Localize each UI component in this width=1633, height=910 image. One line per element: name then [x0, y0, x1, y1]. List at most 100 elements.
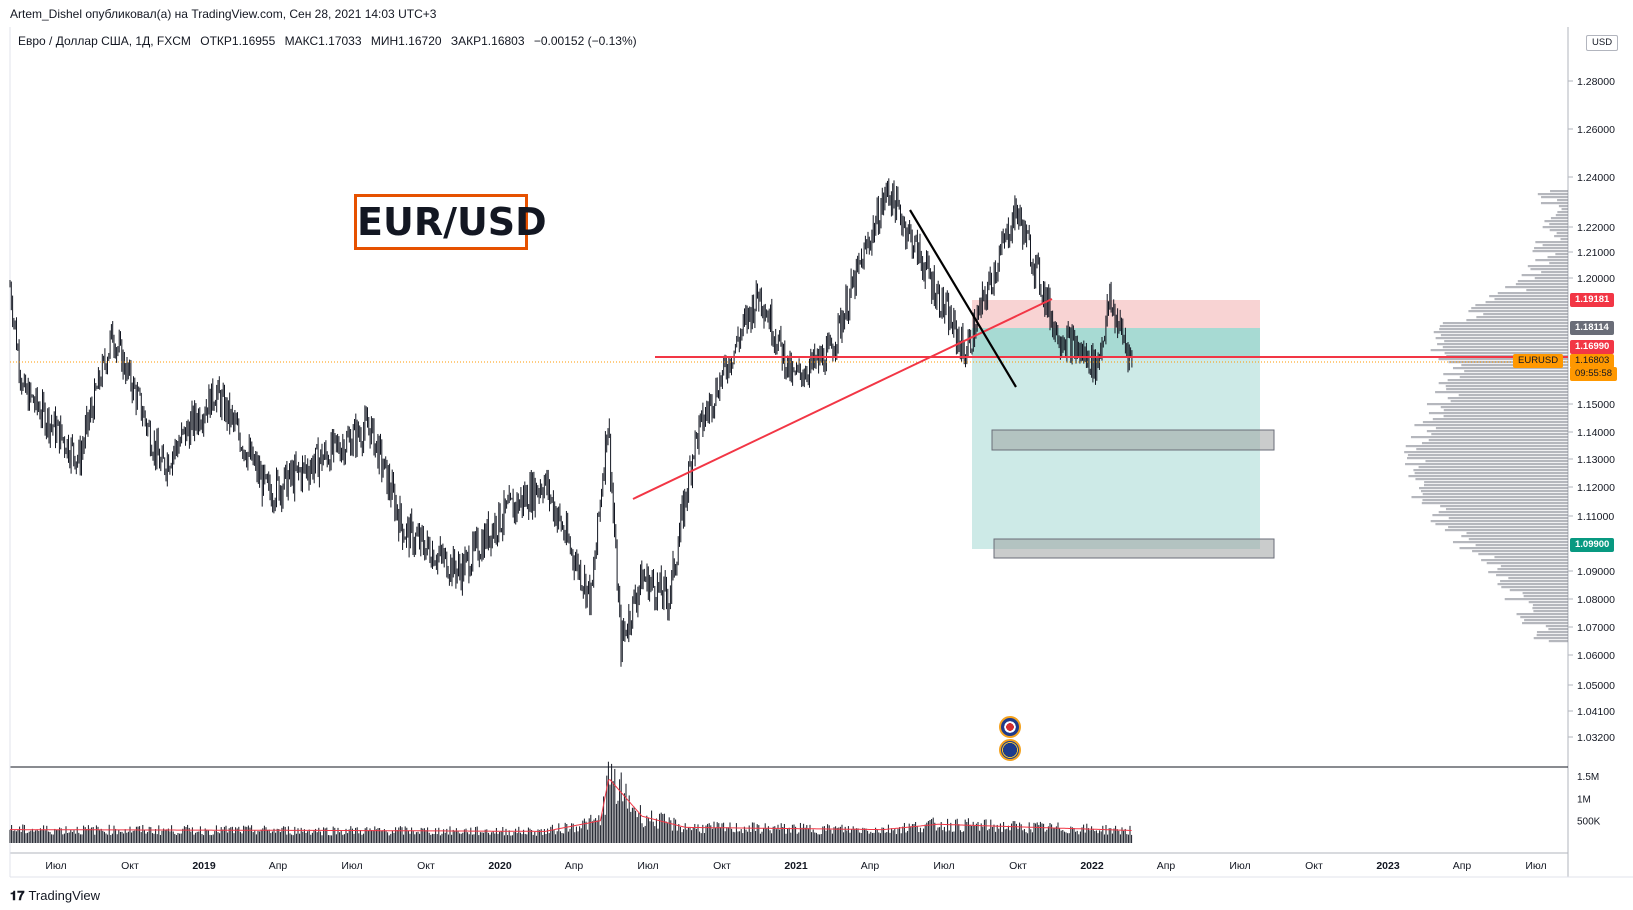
volume-profile-row — [1527, 265, 1568, 268]
volume-profile-row — [1549, 223, 1568, 226]
volume-profile-row — [1548, 640, 1568, 643]
price-axis[interactable]: 1.28000 1.26000 1.24000 1.22000 1.21000 1.200… — [1568, 76, 1615, 744]
volume-profile-row — [1468, 310, 1568, 313]
volume-profile-row — [1458, 394, 1568, 397]
volume-profile-row — [1534, 277, 1568, 280]
volume-profile-row — [1445, 385, 1568, 388]
resistance-trendline[interactable] — [909, 209, 1017, 388]
price-tick-label-15: 1.05000 — [1577, 680, 1615, 692]
entry-zone[interactable] — [972, 328, 1260, 356]
time-tick-label-0: Июл — [45, 860, 66, 872]
publisher-bar: Artem_Dishel опубликовал(а) на TradingVi… — [0, 0, 1633, 26]
tradingview-logo[interactable]: 𝟏𝟕 TradingView — [10, 888, 100, 904]
volume-tick-label-2: 500K — [1577, 817, 1601, 828]
chart-title-annotation[interactable]: EUR/USD — [354, 194, 547, 250]
price-tick-label-17: 1.03200 — [1577, 732, 1615, 744]
last-price-tag: 1.16803 — [1570, 354, 1615, 368]
time-tick-label-17: Окт — [1305, 860, 1323, 872]
time-tick-label-7: Апр — [565, 860, 584, 872]
volume-profile-row — [1494, 298, 1568, 301]
eu-flag-icon[interactable] — [999, 739, 1021, 761]
volume-profile-row — [1523, 595, 1568, 598]
volume-profile-row — [1448, 526, 1568, 529]
symbol-legend[interactable]: Евро / Доллар США, 1Д, FXCM ОТКР1.16955 … — [18, 34, 643, 48]
volume-profile-row — [1549, 229, 1568, 232]
volume-profile-row — [1426, 403, 1568, 406]
volume-profile-row — [1547, 256, 1568, 259]
candles — [9, 178, 1133, 667]
time-tick-label-2: 2019 — [192, 860, 216, 872]
time-axis[interactable]: Июл Окт 2019 Апр Июл Окт 2020 Апр Июл Окт 2021 Апр И… — [45, 860, 1546, 872]
volume-profile-row — [1410, 436, 1568, 439]
volume-profile-row — [1533, 637, 1568, 640]
volume-profile-row — [1421, 442, 1568, 445]
volume-tick-label-1: 1M — [1577, 794, 1591, 805]
take-profit-box-1[interactable] — [991, 429, 1275, 451]
price-tick-label-16: 1.04100 — [1577, 706, 1615, 718]
volume-profile-row — [1481, 559, 1568, 562]
volume-profile-row — [1426, 430, 1568, 433]
volume-profile-row — [1489, 295, 1568, 298]
volume-profile-row — [1448, 517, 1568, 520]
volume-profile-row — [1443, 409, 1568, 412]
volume-profile-row — [1416, 448, 1568, 451]
price-tick-label-5: 1.20000 — [1577, 273, 1615, 285]
volume-profile-row — [1497, 568, 1568, 571]
volume-profile-row — [1448, 361, 1568, 364]
volume-profile-row — [1405, 463, 1568, 466]
level-price-tag: 1.16990 — [1570, 340, 1615, 354]
price-tick-label-2: 1.24000 — [1577, 172, 1615, 184]
volume-profile-row — [1488, 571, 1568, 574]
volume-profile-row — [1542, 244, 1568, 247]
time-tick-label-11: Апр — [861, 860, 880, 872]
volume-profile-row — [1545, 625, 1568, 628]
volume-profile-row — [1475, 304, 1568, 307]
entry-price-tag: 1.18114 — [1570, 321, 1614, 335]
time-tick-label-14: 2022 — [1080, 860, 1104, 872]
volume-profile-row — [1432, 514, 1568, 517]
price-tick-label-9: 1.12000 — [1577, 482, 1615, 494]
time-tick-label-13: Окт — [1009, 860, 1027, 872]
volume-profile-row — [1423, 484, 1568, 487]
price-tick-label-12: 1.08000 — [1577, 594, 1615, 606]
volume-profile-row — [1561, 208, 1568, 211]
time-tick-label-16: Июл — [1229, 860, 1250, 872]
volume-profile-row — [1447, 397, 1568, 400]
volume-bars — [9, 761, 1133, 843]
volume-profile-row — [1405, 445, 1568, 448]
volume-profile-row — [1544, 220, 1568, 223]
volume-profile-row — [1532, 250, 1568, 253]
take-profit-box-2[interactable] — [993, 538, 1275, 559]
price-tick-label-3: 1.22000 — [1577, 222, 1615, 234]
volume-profile-row — [1424, 481, 1568, 484]
time-tick-label-8: Июл — [637, 860, 658, 872]
volume-profile-row — [1555, 253, 1568, 256]
volume-profile-row — [1447, 379, 1568, 382]
volume-profile-row — [1435, 427, 1568, 430]
volume-profile-row — [1446, 388, 1568, 391]
take-profit-zone[interactable] — [972, 356, 1260, 549]
volume-profile-row — [1516, 613, 1568, 616]
volume-profile-row — [1550, 217, 1568, 220]
volume-profile-row — [1435, 337, 1568, 340]
us-flag-icon[interactable] — [999, 716, 1021, 738]
volume-profile-row — [1556, 232, 1568, 235]
volume-profile-row — [1530, 268, 1568, 271]
volume-profile-row — [1464, 370, 1568, 373]
volume-profile-row — [1504, 598, 1568, 601]
time-tick-label-9: Окт — [713, 860, 731, 872]
currency-label[interactable]: USD — [1586, 35, 1619, 51]
volume-profile-row — [1468, 538, 1568, 541]
volume-profile-row — [1442, 322, 1568, 325]
volume-profile-row — [1440, 334, 1568, 337]
volume-profile-row — [1415, 478, 1568, 481]
volume-profile-row — [1466, 319, 1568, 322]
legend-close: ЗАКР1.16803 — [450, 34, 525, 48]
volume-profile-row — [1438, 382, 1568, 385]
time-tick-label-18: 2023 — [1376, 860, 1400, 872]
volume-profile-row — [1475, 544, 1568, 547]
volume-profile-row — [1414, 424, 1568, 427]
time-tick-label-12: Июл — [933, 860, 954, 872]
volume-profile-row — [1476, 316, 1568, 319]
